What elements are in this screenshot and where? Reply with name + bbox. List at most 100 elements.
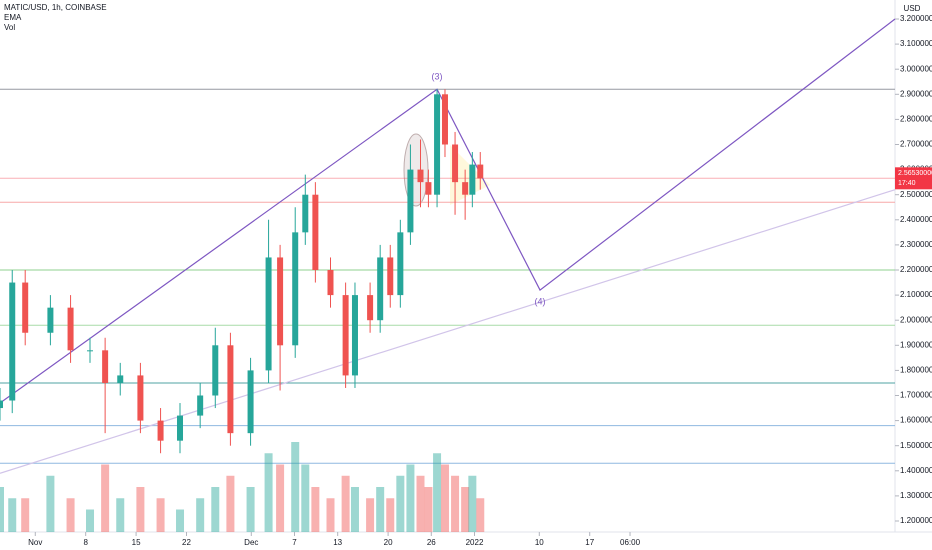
countdown: 17:40 [898,180,916,187]
x-tick-label: 26 [427,538,436,547]
y-tick-label: 2.50000000 [900,190,932,199]
candle-body [247,370,254,434]
y-tick-label: 3.10000000 [900,39,932,48]
volume-bar [276,464,285,532]
candle-body [441,94,448,145]
y-tick-label: 2.80000000 [900,115,932,124]
wave-label: (3) [432,72,443,82]
candle-body [157,420,164,441]
candle-body [197,395,204,416]
volume-bar [433,453,442,532]
volume-bar [468,475,477,532]
candle-body [212,345,219,396]
volume-bar [66,498,75,532]
candle-body [367,295,374,321]
volume-bar [366,498,375,532]
volume-bar [416,475,425,532]
y-tick-label: 1.40000000 [900,466,932,475]
volume-bar [176,509,185,532]
candle-body [469,164,476,195]
volume-bar [440,464,449,532]
candle-body [0,400,3,409]
y-tick-label: 2.00000000 [900,315,932,324]
y-tick-label: 1.80000000 [900,366,932,375]
volume-bar [386,498,395,532]
x-tick-label: 13 [333,538,342,547]
volume-bar [406,464,415,532]
candle-body [9,282,16,401]
y-tick-label: 2.30000000 [900,240,932,249]
volume-bar [136,487,145,532]
volume-bar [21,498,30,532]
volume-bar [424,487,433,532]
x-tick-label: 10 [535,538,544,547]
volume-bar [376,487,385,532]
volume-bar [461,487,470,532]
candle-body [351,295,358,376]
symbol: MATIC/USD, 1h, COINBASE [4,3,107,12]
volume-bar [211,487,220,532]
trendline [0,189,896,474]
last-price-label: 2.56530000 [898,170,932,177]
y-tick-label: 3.00000000 [900,64,932,73]
x-tick-label: 2022 [466,538,484,547]
volume-bar [264,453,273,532]
x-tick-label: 20 [384,538,393,547]
volume-bar [291,442,300,532]
candle-body [47,307,54,333]
currency: USD [904,4,921,13]
volume-bar [326,498,335,532]
candle-body [67,307,74,351]
candle-body [434,94,441,195]
volume-bar [196,498,205,532]
volume-bar [341,475,350,532]
volume-bar [396,475,405,532]
volume-bar [156,498,165,532]
y-tick-label: 2.40000000 [900,215,932,224]
trendline [0,18,896,404]
x-tick-label: Nov [28,538,42,547]
candle-body [377,257,384,321]
x-tick-label: 17 [585,538,594,547]
candle-body [302,194,309,233]
candle-body [177,415,184,441]
volume-bar [116,498,125,532]
volume-bar [311,487,320,532]
x-tick-label: 15 [132,538,141,547]
x-tick-label: Dec [244,538,258,547]
candle-body [137,375,144,421]
candle-body [462,182,469,195]
y-tick-label: 2.10000000 [900,290,932,299]
x-tick-label: 06:00 [620,538,641,547]
volume-bar [476,498,485,532]
y-tick-label: 2.20000000 [900,265,932,274]
candle-body [342,295,349,376]
volume-bar [246,487,255,532]
y-tick-label: 1.50000000 [900,441,932,450]
y-tick-label: 1.90000000 [900,340,932,349]
volume-bar [86,509,95,532]
y-tick-label: 1.30000000 [900,491,932,500]
candle-body [477,164,484,179]
candle-body [452,144,459,183]
volume-bar [226,475,235,532]
candle-body [397,232,404,296]
candle-body [417,169,424,183]
candle-body [277,257,284,346]
y-tick-label: 3.20000000 [900,14,932,23]
y-tick-label: 2.90000000 [900,89,932,98]
candle-body [425,182,432,195]
volume-bar [0,487,4,532]
candle-body [22,282,29,333]
candle-body [227,345,234,434]
volume-bar [350,487,359,532]
candle-body [407,169,414,233]
volume-bar [301,464,310,532]
candle-body [387,257,394,296]
candle-body [265,257,272,371]
candle-body [117,375,124,383]
candle-body [292,232,299,346]
y-tick-label: 1.60000000 [900,416,932,425]
x-tick-label: 22 [182,538,191,547]
